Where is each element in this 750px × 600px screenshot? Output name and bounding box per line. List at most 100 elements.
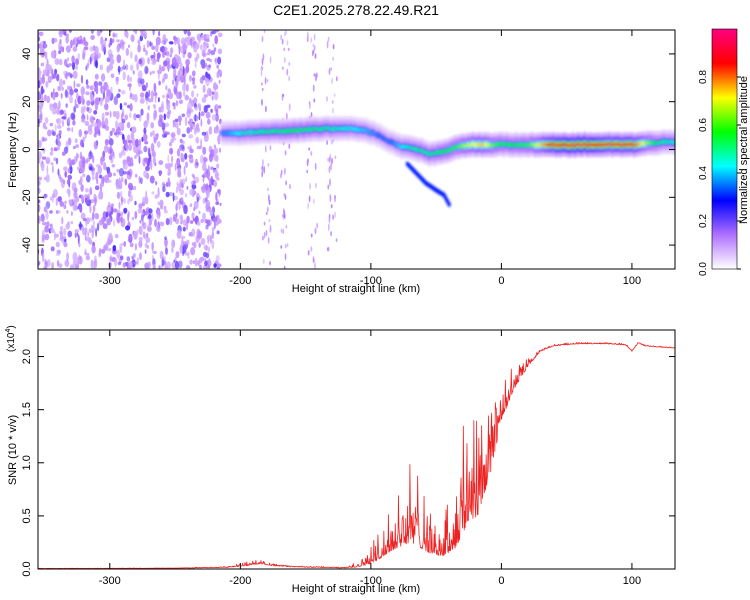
- noise-cell: [175, 80, 178, 90]
- noise-cell: [126, 74, 130, 83]
- spectrogram-ytick-label: 20: [21, 96, 33, 108]
- noise-cell: [168, 192, 174, 197]
- noise-cell: [202, 197, 206, 204]
- noise-cell: [67, 63, 73, 67]
- noise-cell: [72, 204, 78, 211]
- noise-cell: [266, 206, 269, 213]
- noise-cell: [326, 139, 328, 145]
- branch-cell: [447, 202, 451, 207]
- noise-cell: [282, 208, 285, 214]
- ridge-cell: [366, 130, 369, 134]
- ridge-cell: [278, 130, 281, 134]
- ridge-cell: [651, 140, 654, 145]
- noise-cell: [215, 191, 218, 202]
- noise-cell: [183, 30, 188, 35]
- noise-cell: [164, 238, 168, 248]
- noise-cell: [67, 72, 72, 77]
- noise-cell: [39, 113, 43, 124]
- ridge-cell: [418, 148, 421, 153]
- ridge-cell: [609, 142, 612, 146]
- noise-cell: [147, 105, 150, 111]
- noise-cell: [165, 247, 168, 255]
- ridge-cell: [607, 142, 610, 146]
- noise-cell: [86, 193, 91, 201]
- ridge-cell: [480, 144, 483, 148]
- ridge-cell: [389, 140, 393, 144]
- noise-cell: [172, 102, 176, 107]
- noise-cell: [213, 180, 218, 188]
- noise-cell: [38, 217, 41, 224]
- ridge-cell: [488, 143, 491, 147]
- noise-cell: [52, 165, 54, 174]
- noise-cell: [66, 188, 70, 194]
- noise-cell: [280, 34, 283, 41]
- noise-cell: [118, 168, 124, 177]
- ridge-cell: [505, 142, 508, 146]
- noise-cell: [159, 170, 163, 176]
- noise-cell: [330, 204, 333, 209]
- noise-cell: [81, 118, 86, 123]
- ridge-cell: [559, 143, 562, 148]
- noise-cell: [143, 127, 147, 135]
- noise-cell: [202, 162, 207, 172]
- noise-cell: [121, 177, 124, 183]
- noise-cell: [82, 160, 86, 169]
- noise-cell: [57, 85, 62, 92]
- ridge-cell: [277, 128, 280, 133]
- noise-cell: [282, 214, 284, 218]
- colorbar-ticks: 0.0 0.2 0.4 0.6 0.8: [698, 70, 741, 276]
- ridge-cell: [261, 129, 264, 133]
- noise-cell: [162, 133, 167, 138]
- noise-cell: [182, 43, 187, 52]
- noise-cell: [177, 55, 180, 59]
- ridge-cell: [451, 146, 454, 150]
- ridge-cell: [325, 126, 328, 130]
- noise-cell: [175, 203, 178, 212]
- noise-cell: [316, 72, 318, 79]
- noise-cell: [169, 53, 172, 58]
- noise-cell: [95, 175, 99, 180]
- ridge-cell: [236, 131, 239, 136]
- noise-cell: [172, 119, 176, 125]
- noise-cell: [104, 37, 107, 42]
- spectrogram-ylabel: Frequency (Hz): [7, 112, 19, 188]
- noise-cell: [113, 172, 116, 177]
- noise-cell: [56, 118, 62, 125]
- ridge-cell: [353, 127, 357, 131]
- noise-cell: [84, 227, 88, 234]
- noise-cell: [176, 58, 182, 64]
- noise-cell: [85, 255, 90, 261]
- noise-cell: [54, 68, 58, 75]
- noise-cell: [109, 148, 114, 158]
- noise-cell: [104, 111, 110, 116]
- noise-cell: [147, 98, 152, 103]
- noise-cell: [83, 130, 89, 135]
- ridge-cell: [532, 142, 535, 147]
- noise-cell: [177, 43, 181, 50]
- noise-cell: [44, 260, 48, 269]
- noise-cell: [283, 193, 286, 197]
- noise-cell: [199, 76, 204, 84]
- noise-cell: [116, 168, 120, 173]
- ridge-cell: [377, 133, 380, 137]
- ridge-cell: [234, 130, 237, 135]
- noise-cell: [134, 93, 138, 103]
- noise-cell: [201, 97, 207, 103]
- noise-cell: [176, 230, 182, 239]
- ridge-cell: [502, 143, 505, 147]
- ridge-cell: [618, 142, 621, 146]
- noise-cell: [308, 147, 311, 151]
- noise-cell: [116, 44, 120, 53]
- snr-xtick-label: 100: [623, 575, 641, 587]
- noise-cell: [163, 38, 169, 42]
- noise-cell: [189, 75, 192, 82]
- noise-cell: [110, 86, 113, 94]
- snr-panel: -300 -200 -100 0 100 0.0 0.5 1.0 1.5 2.0 (x104) H…: [5, 325, 676, 595]
- noise-cell: [175, 260, 179, 269]
- ridge-cell: [452, 147, 455, 151]
- noise-cell: [78, 36, 81, 40]
- noise-cell: [260, 65, 263, 73]
- spectrogram-ridge: [220, 115, 675, 207]
